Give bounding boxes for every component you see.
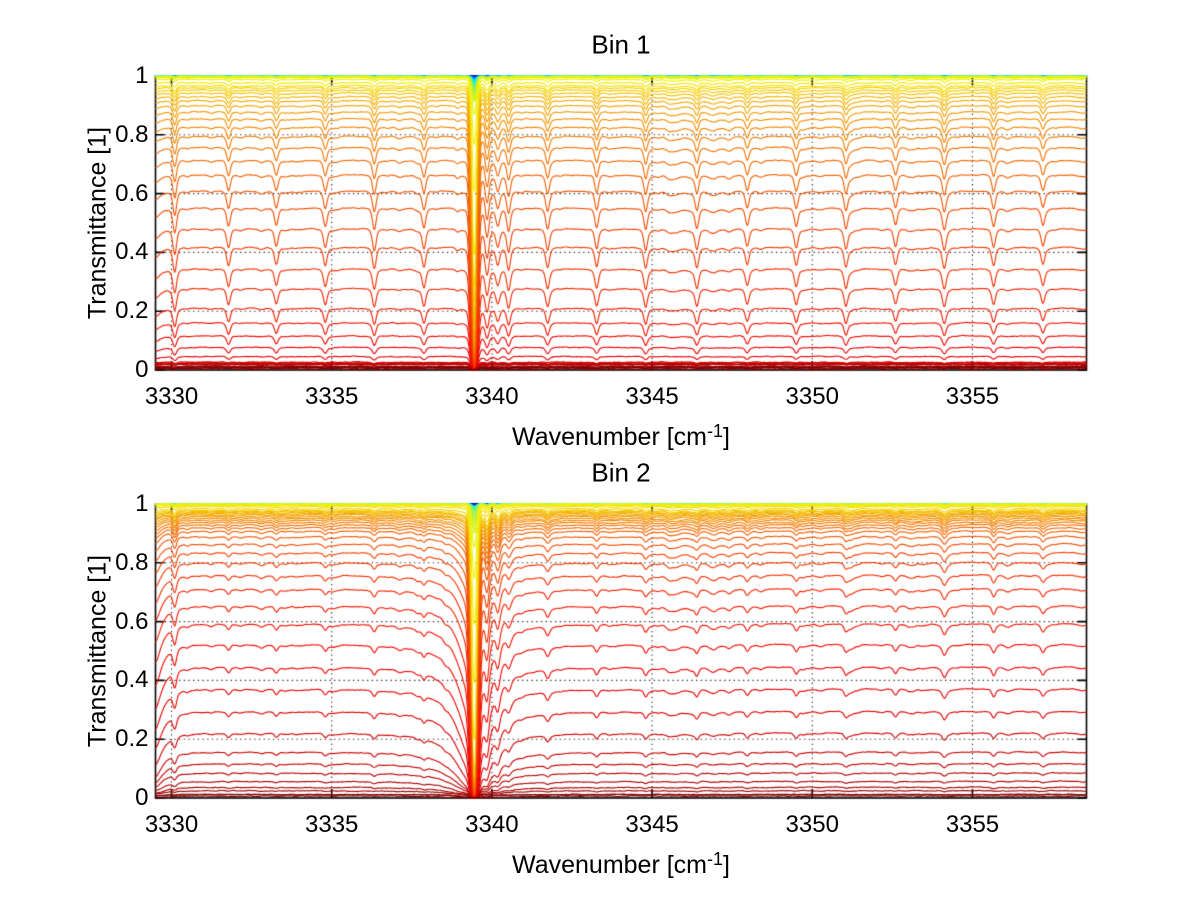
subplot1-ytick-label: 0: [135, 356, 149, 383]
subplot1-ytick-label: 1: [135, 62, 149, 89]
subplot2-xlabel: Wavenumber [cm-1]: [512, 848, 730, 880]
xlabel-text: Wavenumber [cm: [512, 851, 707, 880]
subplot2-ytick-label: 0.2: [115, 725, 149, 753]
xlabel-superscript: -1: [707, 420, 724, 441]
subplot2-xtick-label: 3335: [305, 811, 359, 838]
subplot1-xtick-label: 3335: [305, 383, 359, 410]
subplot2-ytick-label: 0.6: [115, 607, 149, 635]
subplot1-xtick-label: 3345: [625, 383, 679, 410]
subplot2-xtick-label: 3355: [945, 811, 1000, 838]
subplot2-ylabel: Transmittance [1]: [83, 554, 111, 748]
subplot1-ytick-label: 0.2: [115, 297, 149, 325]
xlabel-text-end: ]: [723, 423, 730, 452]
subplot2-ytick-label: 0.8: [115, 548, 149, 576]
subplot2-ytick-label: 1: [135, 490, 149, 517]
subplot1-ytick-label: 0.4: [115, 238, 149, 266]
subplot1-title: Bin 1: [591, 29, 651, 60]
xlabel-text: Wavenumber [cm: [512, 423, 707, 452]
subplot2-title: Bin 2: [591, 457, 651, 488]
subplot2-ytick-label: 0: [135, 784, 149, 811]
xlabel-text-end: ]: [723, 851, 730, 880]
subplot1-xtick-label: 3355: [945, 383, 1000, 410]
xlabel-superscript: -1: [707, 848, 724, 869]
subplot1-xtick-label: 3340: [465, 383, 519, 410]
subplot1-ylabel: Transmittance [1]: [83, 126, 111, 320]
subplot2-xtick-label: 3345: [625, 811, 679, 838]
subplot1-xtick-label: 3330: [144, 383, 199, 410]
subplot2-xtick-label: 3340: [465, 811, 519, 838]
subplot2-ytick-label: 0.4: [115, 666, 149, 694]
subplot2-xtick-label: 3330: [144, 811, 199, 838]
subplot1-xlabel: Wavenumber [cm-1]: [512, 420, 730, 452]
subplot1-xtick-label: 3350: [785, 383, 839, 410]
subplot1-ytick-label: 0.6: [115, 179, 149, 207]
subplot1-ytick-label: 0.8: [115, 120, 149, 148]
subplot2-xtick-label: 3350: [785, 811, 839, 838]
